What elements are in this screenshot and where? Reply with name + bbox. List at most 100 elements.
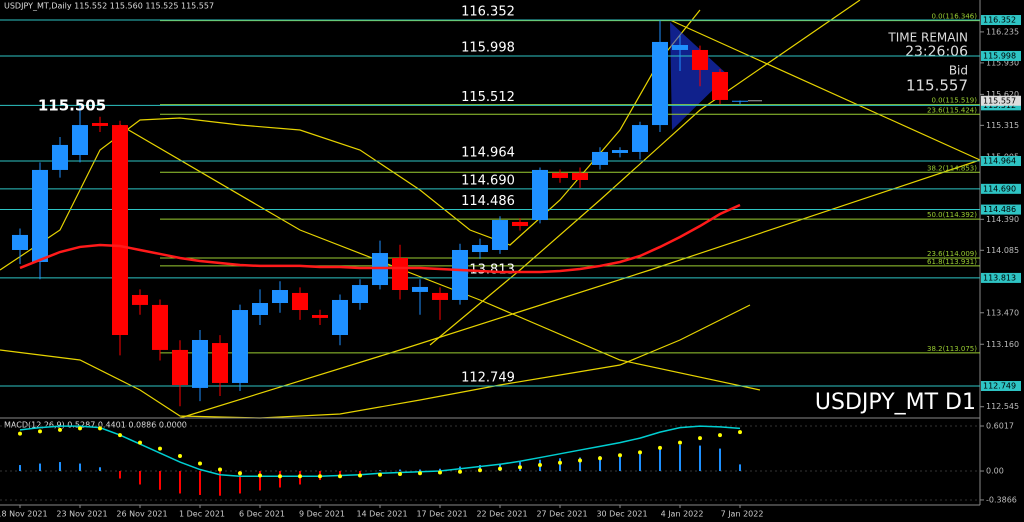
candle-body xyxy=(732,100,748,102)
candle-body xyxy=(432,292,448,300)
macd-bar xyxy=(619,454,621,472)
macd-bar xyxy=(599,456,601,472)
macd-bar xyxy=(399,469,401,472)
macd-bar xyxy=(659,446,661,472)
trend-line xyxy=(0,304,751,419)
candle-body xyxy=(152,304,168,350)
candle-body xyxy=(472,245,488,253)
candle-body xyxy=(532,169,548,221)
macd-dot xyxy=(658,445,662,450)
trend-line xyxy=(669,19,981,161)
macd-dot xyxy=(678,440,682,445)
candle-body xyxy=(392,258,408,291)
macd-bar xyxy=(59,462,61,472)
bid-value: 115.557 xyxy=(906,77,968,95)
macd-bar xyxy=(19,465,21,472)
candle-body xyxy=(612,150,628,153)
macd-bar xyxy=(579,457,581,472)
macd-dot xyxy=(738,430,742,435)
y-tick-label: 115.315 xyxy=(986,121,1019,130)
candle-body xyxy=(252,303,268,315)
candle-body xyxy=(332,299,348,336)
candle-body xyxy=(672,44,688,50)
x-tick-label: 23 Nov 2021 xyxy=(56,510,107,519)
macd-dot xyxy=(18,431,22,436)
candle-body xyxy=(632,125,648,152)
y-tick-label: -0.3866 xyxy=(986,495,1017,504)
level-label: 116.352 xyxy=(461,5,515,20)
level-label: 114.486 xyxy=(461,194,515,209)
macd-title: MACD(12,26,9) 0.5287 0.4401 0.0886 0.000… xyxy=(4,421,187,430)
symbol-label: USDJPY_MT D1 xyxy=(815,390,976,415)
time-remain-label: TIME REMAIN xyxy=(887,31,968,45)
level-box-label: 114.964 xyxy=(983,157,1016,166)
fib-label: 0.0(116.346) xyxy=(931,13,977,21)
candle-body xyxy=(52,144,68,170)
y-tick-label: 0.6017 xyxy=(986,421,1014,430)
candle-body xyxy=(272,290,288,304)
candle-body xyxy=(552,172,568,178)
x-tick-label: 17 Dec 2021 xyxy=(416,510,467,519)
bid-box-label: 115.557 xyxy=(983,96,1016,105)
macd-bar xyxy=(119,471,121,479)
fib-label: 0.0(115.519) xyxy=(931,97,977,105)
macd-dot xyxy=(358,473,362,478)
level-label: 115.512 xyxy=(461,90,515,105)
macd-dot xyxy=(598,456,602,461)
macd-dot xyxy=(718,433,722,438)
macd-dot xyxy=(498,466,502,471)
macd-bar xyxy=(39,463,41,472)
candle-body xyxy=(692,49,708,70)
trend-line xyxy=(179,159,981,419)
macd-bar xyxy=(639,451,641,472)
candle-body xyxy=(292,292,308,311)
candle-body xyxy=(12,234,28,250)
level-box-label: 114.690 xyxy=(983,184,1016,193)
candle-body xyxy=(172,349,188,385)
macd-dot xyxy=(338,474,342,479)
moving-average xyxy=(19,203,741,274)
level-label: 113.813 xyxy=(461,262,515,277)
y-tick-label: 115.620 xyxy=(986,90,1019,99)
level-label: 114.690 xyxy=(461,173,515,188)
macd-dot xyxy=(278,474,282,479)
level-box-label: 114.486 xyxy=(983,205,1016,214)
level-box xyxy=(981,381,1021,392)
fib-label: 38.2(114.853) xyxy=(927,164,977,172)
macd-dot xyxy=(478,468,482,473)
level-label: 112.749 xyxy=(461,371,515,386)
macd-dot xyxy=(538,463,542,468)
macd-bar xyxy=(699,445,701,472)
macd-bar xyxy=(259,471,261,491)
macd-dot xyxy=(98,426,102,431)
macd-dot xyxy=(238,471,242,476)
candle-body xyxy=(592,151,608,165)
macd-dot xyxy=(118,433,122,438)
y-tick-label: 113.160 xyxy=(986,340,1019,349)
level-label: 114.964 xyxy=(461,146,515,161)
candle-body xyxy=(132,294,148,305)
x-tick-label: 1 Dec 2021 xyxy=(179,510,225,519)
macd-dot xyxy=(198,461,202,466)
y-tick-label: 114.085 xyxy=(986,246,1019,255)
level-box-label: 116.352 xyxy=(983,16,1016,25)
y-tick-label: 116.235 xyxy=(986,27,1019,36)
x-tick-label: 14 Dec 2021 xyxy=(356,510,407,519)
macd-bar xyxy=(219,471,221,496)
trend-line xyxy=(429,0,861,346)
macd-dot xyxy=(398,472,402,477)
candle-body xyxy=(232,310,248,383)
fib-label: 50.0(114.392) xyxy=(927,211,977,219)
level-label: 115.998 xyxy=(461,40,515,55)
candle-body xyxy=(412,286,428,292)
macd-bar xyxy=(479,465,481,472)
bid-box xyxy=(981,95,1021,106)
x-tick-label: 6 Dec 2021 xyxy=(239,510,285,519)
macd-dot xyxy=(138,440,142,445)
macd-bar xyxy=(279,471,281,488)
macd-bar xyxy=(99,467,101,472)
candle-body xyxy=(452,249,468,300)
macd-dot xyxy=(258,473,262,478)
macd-dot xyxy=(698,436,702,441)
